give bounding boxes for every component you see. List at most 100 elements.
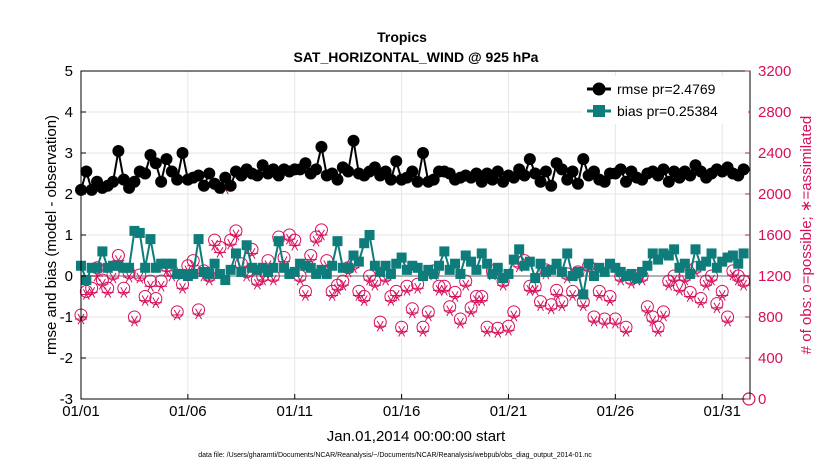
legend: rmse pr=2.4769 bias pr=0.25384 bbox=[582, 76, 748, 124]
obs-assimilated-point bbox=[459, 279, 472, 291]
chart-subtitle: SAT_HORIZONTAL_WIND @ 925 hPa bbox=[294, 49, 539, 65]
bias-point bbox=[113, 260, 124, 271]
bias-point bbox=[476, 248, 487, 259]
rmse-point bbox=[737, 163, 750, 176]
bias-point bbox=[193, 234, 204, 245]
x-axis-ticks: 01/01 01/06 01/11 01/16 01/21 01/26 01/31 bbox=[62, 394, 741, 420]
bias-point bbox=[685, 268, 696, 279]
bias-point bbox=[407, 260, 418, 271]
bias-point bbox=[252, 264, 263, 275]
obs-assimilated-point bbox=[710, 302, 723, 314]
bias-point bbox=[327, 260, 338, 271]
bias-point bbox=[92, 262, 103, 273]
bias-point bbox=[626, 268, 637, 279]
bias-point bbox=[396, 252, 407, 263]
bias-point bbox=[706, 248, 717, 259]
obs-assimilated-point bbox=[732, 274, 745, 286]
x-tick-label: 01/21 bbox=[490, 403, 528, 420]
obs-assimilated-point bbox=[192, 308, 205, 320]
obs-assimilated-point bbox=[443, 305, 456, 317]
bias-point bbox=[305, 262, 316, 273]
rmse-point bbox=[107, 175, 120, 188]
bias-point bbox=[460, 250, 471, 261]
x-tick-label: 01/16 bbox=[383, 403, 421, 420]
obs-assimilated-point bbox=[694, 297, 707, 309]
rmse-point bbox=[331, 173, 344, 186]
rmse-point bbox=[80, 165, 93, 178]
legend-rmse-marker bbox=[592, 82, 606, 96]
obs-layer bbox=[74, 177, 756, 406]
obs-assimilated-point bbox=[310, 235, 323, 247]
obs-assimilated-point bbox=[107, 272, 120, 284]
obs-assimilated-point bbox=[171, 309, 184, 321]
bias-point bbox=[653, 254, 664, 265]
obs-possible-point bbox=[421, 305, 435, 319]
obs-assimilated-point bbox=[609, 317, 622, 329]
obs-assimilated-point bbox=[673, 284, 686, 296]
bias-point bbox=[161, 258, 172, 269]
rmse-point bbox=[384, 173, 397, 186]
obs-possible-point bbox=[683, 285, 697, 299]
chart-title: Tropics bbox=[377, 29, 427, 45]
bias-point bbox=[727, 250, 738, 261]
obs-assimilated-point bbox=[566, 290, 579, 301]
y-left-tick-label: -2 bbox=[60, 350, 73, 367]
obs-possible-point bbox=[395, 320, 409, 334]
obs-assimilated-point bbox=[700, 279, 713, 291]
obs-assimilated-point bbox=[721, 315, 734, 327]
bias-point bbox=[204, 268, 215, 279]
obs-assimilated-point bbox=[587, 315, 600, 327]
rmse-point bbox=[315, 140, 328, 153]
bias-point bbox=[583, 258, 594, 269]
obs-assimilated-point bbox=[406, 307, 419, 319]
obs-assimilated-point bbox=[657, 310, 670, 322]
rmse-point bbox=[411, 175, 424, 188]
bias-point bbox=[209, 258, 220, 269]
y-left-tick-label: 2 bbox=[65, 186, 73, 203]
obs-assimilated-point bbox=[400, 284, 413, 296]
bias-point bbox=[263, 266, 274, 277]
rmse-point bbox=[139, 167, 152, 180]
y-right-tick-label: 2800 bbox=[758, 104, 791, 121]
y-right-tick-label: 2000 bbox=[758, 186, 791, 203]
obs-assimilated-point bbox=[545, 303, 558, 315]
bias-point bbox=[642, 260, 653, 271]
bias-point bbox=[615, 266, 626, 277]
obs-assimilated-point bbox=[652, 325, 665, 337]
x-tick-label: 01/26 bbox=[597, 403, 635, 420]
obs-possible-point bbox=[667, 269, 681, 283]
obs-assimilated-point bbox=[411, 282, 424, 294]
obs-assimilated-point bbox=[668, 274, 681, 286]
obs-possible-point bbox=[298, 284, 312, 298]
bias-point bbox=[316, 264, 327, 275]
obs-possible-point bbox=[405, 302, 419, 316]
obs-possible-point bbox=[608, 312, 622, 326]
rmse-point bbox=[657, 163, 670, 176]
obs-assimilated-point bbox=[229, 229, 242, 241]
rmse-point bbox=[555, 163, 568, 176]
bias-point bbox=[674, 262, 685, 273]
bias-point bbox=[241, 240, 252, 251]
bias-point bbox=[246, 262, 257, 273]
bias-point bbox=[156, 258, 167, 269]
rmse-point bbox=[149, 157, 162, 170]
rmse-point bbox=[224, 179, 237, 192]
bias-point bbox=[359, 238, 370, 249]
bias-point bbox=[658, 248, 669, 259]
obs-possible-point bbox=[464, 301, 478, 315]
rmse-point bbox=[491, 165, 504, 178]
obs-assimilated-point bbox=[326, 290, 339, 301]
y-left-tick-label: 0 bbox=[65, 268, 73, 285]
bias-point bbox=[284, 268, 295, 279]
bias-point bbox=[289, 266, 300, 277]
obs-possible-point bbox=[475, 290, 489, 303]
bias-point bbox=[188, 268, 199, 279]
bias-point bbox=[578, 289, 589, 300]
obs-assimilated-point bbox=[251, 278, 264, 290]
obs-possible-point bbox=[640, 300, 654, 314]
bias-point bbox=[145, 234, 156, 245]
bias-point bbox=[134, 227, 145, 238]
bias-point bbox=[385, 268, 396, 279]
bias-point bbox=[311, 268, 322, 279]
obs-possible-point bbox=[603, 290, 617, 303]
